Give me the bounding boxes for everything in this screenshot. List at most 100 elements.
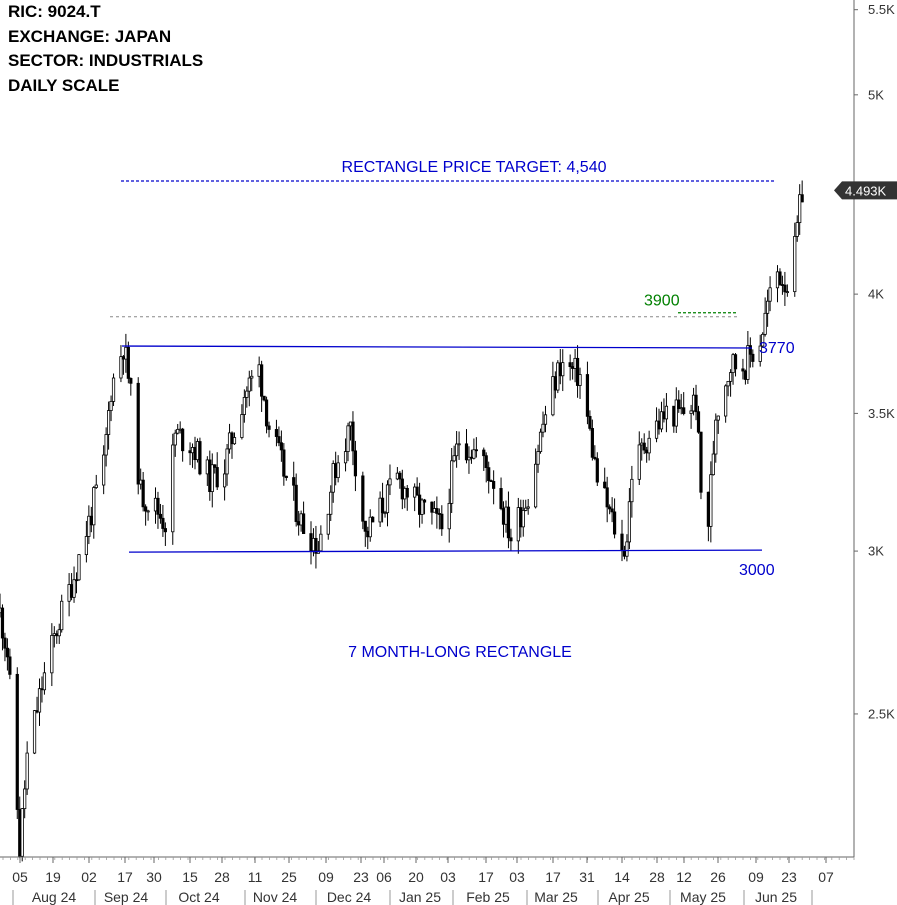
candle-body bbox=[311, 537, 316, 552]
last-price-badge: 4.493K bbox=[834, 181, 897, 200]
resistance-line bbox=[121, 345, 753, 349]
x-day-label: 17 bbox=[478, 869, 494, 885]
sector-label: SECTOR: INDUSTRIALS bbox=[8, 51, 204, 70]
candle-body bbox=[780, 284, 785, 286]
candle-body bbox=[793, 236, 797, 293]
candle-body bbox=[297, 521, 301, 526]
candle-body bbox=[351, 421, 355, 452]
candle-body bbox=[25, 752, 29, 790]
candle-body bbox=[534, 463, 538, 508]
candle-body bbox=[319, 533, 323, 552]
candle-body bbox=[519, 507, 523, 528]
candle-body bbox=[482, 449, 486, 457]
x-day-label: 31 bbox=[579, 869, 595, 885]
support-line bbox=[128, 549, 763, 553]
candle-body bbox=[267, 425, 271, 430]
candle-body bbox=[20, 808, 24, 857]
candle-body bbox=[440, 513, 444, 530]
candle-body bbox=[52, 633, 56, 636]
candle-body bbox=[766, 300, 770, 314]
x-month-label: Aug 24 bbox=[32, 889, 77, 905]
candle-body bbox=[257, 364, 261, 377]
candle-body bbox=[724, 385, 728, 417]
candle-body bbox=[225, 448, 229, 475]
candle-body bbox=[156, 497, 160, 515]
candle-body bbox=[630, 478, 634, 503]
candle-body bbox=[435, 508, 439, 514]
x-day-label: 25 bbox=[281, 869, 297, 885]
candle-body bbox=[74, 579, 79, 582]
candle-body bbox=[146, 510, 150, 513]
candle-body bbox=[674, 399, 678, 427]
candle-body bbox=[299, 513, 303, 526]
x-day-label: 28 bbox=[214, 869, 230, 885]
y-tick-label: 3.5K bbox=[868, 406, 895, 421]
candle-body bbox=[119, 356, 123, 379]
candle-body bbox=[32, 710, 37, 754]
candle-body bbox=[173, 432, 177, 446]
candle-body bbox=[264, 399, 269, 427]
candle-body bbox=[198, 441, 202, 475]
candle-body bbox=[590, 428, 594, 458]
candle-body bbox=[455, 443, 459, 457]
candle-body bbox=[215, 467, 219, 488]
candle-body bbox=[605, 487, 609, 508]
candle-body bbox=[622, 550, 627, 557]
candle-body bbox=[208, 459, 212, 492]
x-month-label: Dec 24 bbox=[327, 889, 372, 905]
candle-body bbox=[129, 378, 133, 384]
candle-body bbox=[242, 396, 246, 415]
candle-body bbox=[457, 443, 461, 446]
candle-body bbox=[227, 432, 232, 450]
candle-body bbox=[711, 453, 715, 476]
x-day-label: 03 bbox=[440, 869, 456, 885]
candle-body bbox=[107, 410, 111, 435]
candle-body bbox=[314, 537, 318, 554]
candle-body bbox=[398, 472, 402, 480]
candle-body bbox=[484, 455, 488, 469]
candle-body bbox=[543, 414, 548, 425]
candle-body bbox=[23, 788, 27, 810]
candle-body bbox=[751, 353, 755, 362]
candle-body bbox=[282, 449, 286, 477]
last-price-badge-shape bbox=[834, 181, 897, 200]
candle-body bbox=[8, 656, 12, 675]
candle-body bbox=[348, 421, 353, 427]
candle-body bbox=[35, 710, 39, 713]
candle-body bbox=[627, 501, 631, 543]
candle-body bbox=[489, 480, 493, 482]
candle-body bbox=[516, 507, 520, 542]
candle-body bbox=[798, 194, 802, 223]
rectangle-caption: 7 MONTH-LONG RECTANGLE bbox=[348, 644, 572, 661]
candle-body bbox=[795, 222, 799, 237]
candle-body bbox=[417, 494, 422, 515]
support-label: 3000 bbox=[739, 562, 775, 579]
candle-body bbox=[274, 429, 279, 437]
candle-body bbox=[294, 484, 298, 522]
candle-body bbox=[193, 447, 197, 461]
x-day-label: 03 bbox=[509, 869, 525, 885]
x-day-label: 15 bbox=[182, 869, 198, 885]
exchange-label: EXCHANGE: JAPAN bbox=[8, 26, 172, 46]
candle-body bbox=[677, 399, 681, 409]
x-month-label: Feb 25 bbox=[466, 889, 510, 905]
candle-body bbox=[733, 354, 738, 370]
candle-body bbox=[578, 374, 582, 386]
candle-body bbox=[469, 456, 474, 459]
x-day-label: 23 bbox=[781, 869, 797, 885]
candle-body bbox=[121, 356, 126, 360]
candle-body bbox=[492, 481, 496, 489]
candle-body bbox=[343, 451, 348, 464]
candle-body bbox=[260, 364, 264, 397]
candle-body bbox=[447, 502, 451, 530]
candle-body bbox=[69, 584, 74, 598]
candle-body bbox=[595, 458, 599, 483]
x-month-label: Jan 25 bbox=[399, 889, 441, 905]
candle-body bbox=[640, 442, 644, 446]
candle-body bbox=[538, 431, 543, 452]
candle-body bbox=[230, 432, 234, 445]
candle-body bbox=[190, 447, 195, 454]
candle-body bbox=[731, 354, 735, 374]
x-day-label: 30 bbox=[146, 869, 162, 885]
